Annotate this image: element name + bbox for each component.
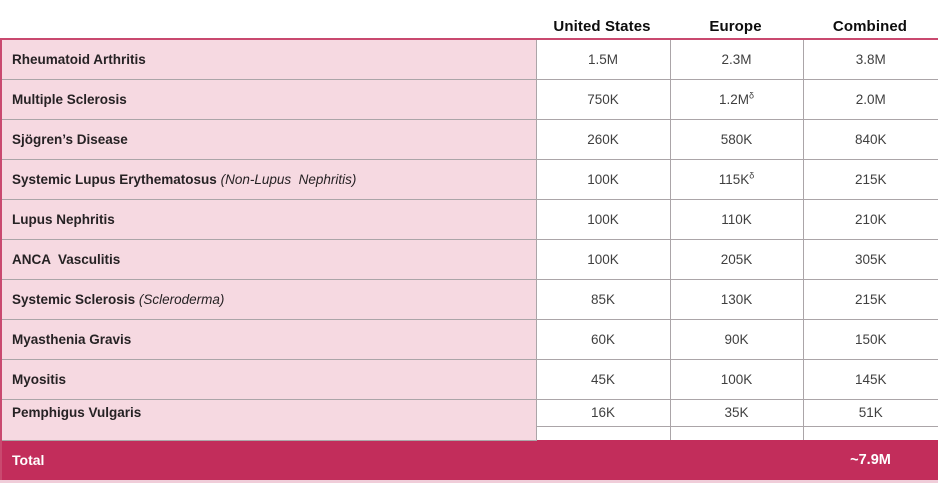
us-value-cell: 100K [535,158,671,200]
disease-name: Sjögren’s Disease [12,131,128,147]
europe-value-cell: 205K [669,238,804,280]
europe-value-cell: 130K [669,278,804,320]
table-row: Myasthenia Gravis 60K 90K 150K [0,318,938,360]
table-row: Multiple Sclerosis 750K 1.2Mδ 2.0M [0,78,938,120]
combined-value-cell: 305K [802,238,938,280]
combined-value-cell: 215K [802,278,938,320]
combined-value-cell: 2.0M [802,78,938,120]
footnote-delta-marker: δ [749,90,755,100]
table-row: ANCA Vasculitis 100K 205K 305K [0,238,938,280]
us-value-cell: 100K [535,198,671,240]
combined-value-cell: 210K [802,198,938,240]
us-value-cell: 85K [535,278,671,320]
table-row: Myositis 45K 100K 145K [0,358,938,400]
us-value-cell: 260K [535,118,671,160]
us-value-cell: 100K [535,238,671,280]
column-header-europe: Europe [709,18,762,35]
combined-value-cell: 215K [802,158,938,200]
table-row: Rheumatoid Arthritis 1.5M 2.3M 3.8M [0,38,938,80]
spacer-row [0,425,938,441]
column-header-combined: Combined [832,18,908,35]
disease-name: Myasthenia Gravis [12,331,132,347]
prevalence-table: Rheumatoid Arthritis 1.5M 2.3M 3.8M Multiple… [0,38,938,483]
table-row: Sjögren’s Disease 260K 580K 840K [0,118,938,160]
disease-name: Lupus Nephritis [12,211,115,227]
disease-name: Multiple Sclerosis [12,91,127,107]
total-row: Total ~7.9M [1,440,938,481]
total-label: Total [1,440,536,481]
total-us-value [536,440,670,481]
disease-name: Systemic Lupus Erythematosus [12,171,217,187]
disease-name: ANCA Vasculitis [12,251,121,267]
table-row: Pemphigus Vulgaris 16K 35K 51K [0,398,938,427]
column-header-united-states: United States [553,18,651,35]
disease-name-cell: Sjögren’s Disease [0,118,537,160]
total-europe-value [670,440,803,481]
table-row: Lupus Nephritis 100K 110K 210K [0,198,938,240]
combined-value-cell: 145K [802,358,938,400]
disease-name-cell: ANCA Vasculitis [0,238,537,280]
europe-value-cell: 90K [669,318,804,360]
us-value-cell: 750K [535,78,671,120]
europe-value-cell: 100K [669,358,804,400]
spacer-cell [535,425,671,440]
europe-value-cell: 115Kδ [669,158,804,200]
europe-value-cell: 2.3M [669,38,804,80]
disease-name-cell: Pemphigus Vulgaris [0,398,537,426]
disease-name-cell: Myasthenia Gravis [0,318,537,360]
spacer-cell [669,425,804,440]
us-value-cell: 16K [535,398,671,427]
disease-name-cell: Myositis [0,358,537,400]
disease-name-cell: Multiple Sclerosis [0,78,537,120]
spacer-name-cell [0,426,537,441]
us-value-cell: 1.5M [535,38,671,80]
column-header-row: United States Europe Combined [0,0,938,38]
table-row: Systemic Sclerosis (Scleroderma) 85K 130K 2… [0,278,938,320]
disease-name: Systemic Sclerosis [12,291,136,307]
europe-value-cell: 110K [669,198,804,240]
footnote-delta-marker: δ [749,170,755,180]
disease-name: Rheumatoid Arthritis [12,51,146,67]
combined-value-cell: 51K [802,398,938,427]
europe-value-cell: 1.2Mδ [669,78,804,120]
disease-note: (Non-Lupus Nephritis) [216,171,357,187]
spacer-cell [802,425,938,440]
disease-name-cell: Rheumatoid Arthritis [0,38,537,80]
us-value-cell: 45K [535,358,671,400]
disease-name: Myositis [12,371,67,387]
combined-value-cell: 150K [802,318,938,360]
combined-value-cell: 3.8M [802,38,938,80]
europe-value-cell: 35K [669,398,804,427]
us-value-cell: 60K [535,318,671,360]
disease-name-cell: Systemic Sclerosis (Scleroderma) [0,278,537,320]
combined-value-cell: 840K [802,118,938,160]
disease-name-cell: Lupus Nephritis [0,198,537,240]
disease-name-cell: Systemic Lupus Erythematosus (Non-Lupus … [0,158,537,200]
table-row: Systemic Lupus Erythematosus (Non-Lupus … [0,158,938,200]
total-combined-value: ~7.9M [803,440,938,481]
disease-note: (Scleroderma) [135,291,225,307]
disease-name: Pemphigus Vulgaris [12,405,142,421]
europe-value-cell: 580K [669,118,804,160]
